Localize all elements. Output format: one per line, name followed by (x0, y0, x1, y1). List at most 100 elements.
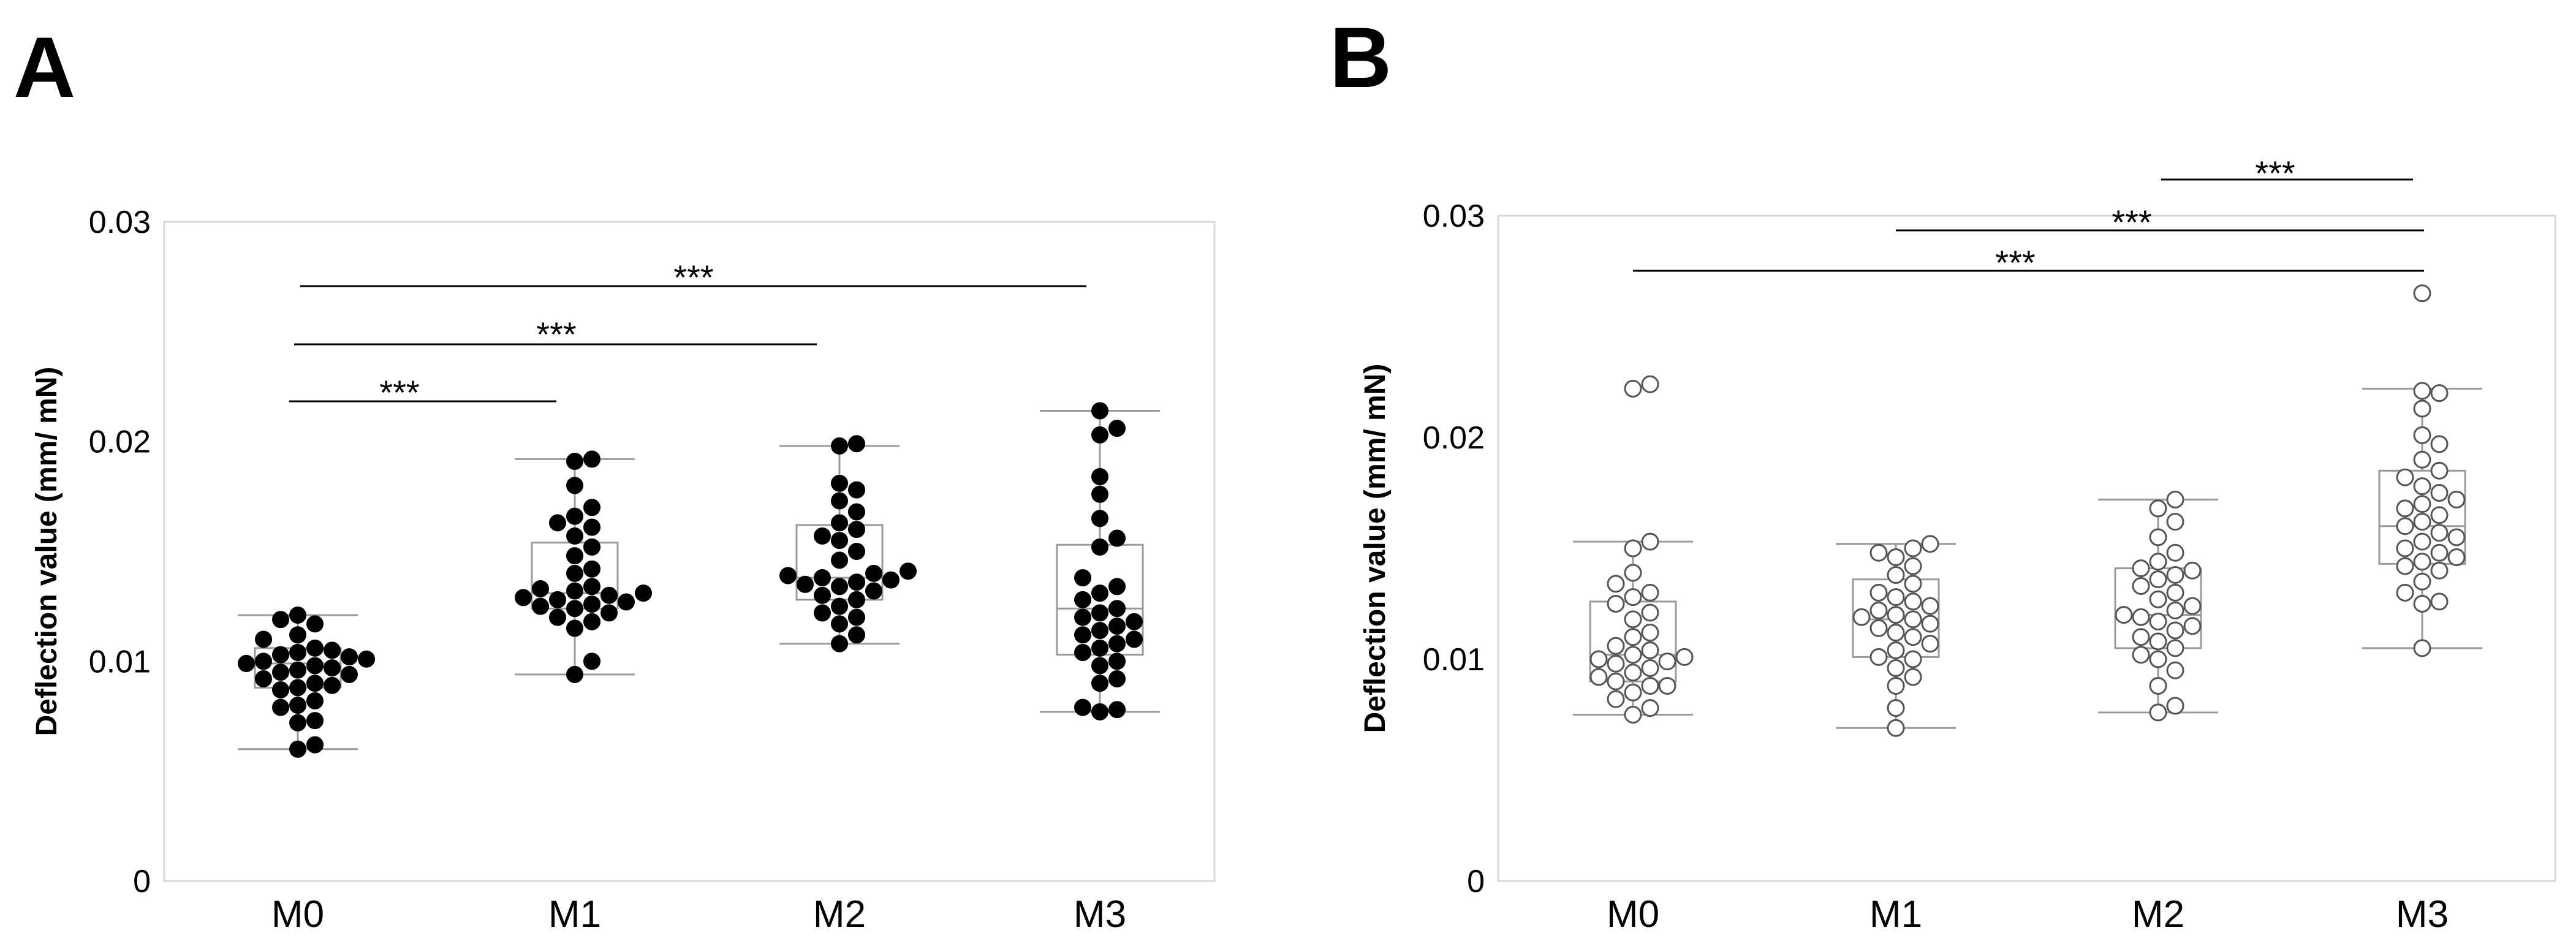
data-point (2149, 676, 2167, 695)
data-point (1589, 668, 1608, 686)
data-point (1904, 650, 1922, 668)
data-point (1624, 664, 1642, 682)
data-point (272, 611, 289, 629)
data-point (2430, 592, 2449, 611)
data-point (1091, 402, 1108, 420)
data-point (2132, 577, 2150, 596)
data-point (306, 692, 324, 709)
data-point (289, 626, 306, 644)
data-point (2396, 583, 2414, 602)
data-point (1624, 564, 1642, 582)
y-tick-label: 0 (133, 864, 151, 899)
data-point (1641, 583, 1659, 602)
data-point (566, 507, 583, 525)
data-point (1091, 468, 1108, 486)
y-tick-label: 0.02 (1423, 420, 1485, 456)
data-point (2413, 595, 2431, 613)
data-point (814, 586, 831, 604)
data-point (2413, 532, 2431, 551)
data-point (1091, 538, 1108, 556)
data-point (2132, 608, 2150, 626)
data-point (831, 492, 848, 510)
data-point (2430, 435, 2449, 453)
data-point (2149, 612, 2167, 630)
data-point (1887, 641, 1905, 660)
data-point (566, 477, 583, 494)
data-point (566, 564, 583, 582)
data-point (566, 547, 583, 565)
data-point (289, 679, 306, 697)
data-point (848, 626, 865, 644)
y-axis-label: Deflection value (mm/ mN) (31, 367, 63, 736)
data-point (1074, 569, 1091, 587)
data-point (1904, 575, 1922, 593)
data-point (515, 589, 532, 607)
significance-label: *** (2112, 203, 2151, 241)
data-point (583, 578, 600, 596)
data-point (1641, 676, 1659, 695)
data-point (1607, 595, 1625, 613)
data-point (2149, 632, 2167, 651)
data-point (2430, 484, 2449, 502)
data-point (2149, 703, 2167, 722)
data-point (272, 681, 289, 698)
data-point (1624, 610, 1642, 629)
data-point (1108, 617, 1126, 635)
data-point (1887, 606, 1905, 624)
data-point (306, 675, 324, 692)
data-point (566, 527, 583, 545)
data-point (814, 569, 831, 587)
data-point (2430, 506, 2449, 524)
data-point (2430, 543, 2449, 562)
data-point (779, 567, 797, 584)
data-point (1108, 635, 1126, 652)
data-point (255, 630, 272, 648)
data-point (882, 571, 900, 589)
data-point (1074, 626, 1091, 644)
data-point (831, 597, 848, 615)
data-point (831, 578, 848, 596)
y-tick-label: 0.01 (89, 644, 151, 679)
data-point (1869, 583, 1888, 602)
data-point (324, 659, 341, 677)
data-point (2413, 513, 2431, 531)
x-category-label: M0 (1607, 893, 1659, 936)
data-point (2413, 426, 2431, 444)
data-point (1887, 548, 1905, 566)
data-point (2430, 524, 2449, 542)
data-point (2132, 646, 2150, 664)
data-point (1091, 703, 1108, 721)
data-point (1869, 601, 1888, 619)
data-point (2183, 617, 2202, 635)
data-point (1091, 510, 1108, 528)
data-point (1074, 608, 1091, 626)
data-point (2166, 697, 2184, 715)
data-point (1869, 619, 1888, 637)
data-point (1641, 659, 1659, 677)
significance-label: *** (536, 315, 576, 354)
data-point (1108, 420, 1126, 437)
data-point (2396, 557, 2414, 575)
data-point (306, 712, 324, 730)
data-point (2413, 477, 2431, 496)
data-point (1108, 652, 1126, 670)
data-point (566, 452, 583, 470)
data-point (848, 481, 865, 499)
data-point (2396, 499, 2414, 518)
data-point (831, 635, 848, 652)
data-point (814, 527, 831, 545)
data-point (831, 474, 848, 492)
data-point (1091, 657, 1108, 675)
data-point (2149, 528, 2167, 547)
data-point (566, 600, 583, 618)
data-point (2166, 543, 2184, 562)
data-point (2183, 561, 2202, 580)
data-point (1641, 603, 1659, 622)
data-point (566, 665, 583, 683)
data-point (865, 582, 882, 600)
data-point (2183, 597, 2202, 615)
data-point (272, 664, 289, 681)
data-point (1658, 652, 1676, 671)
data-point (289, 643, 306, 661)
significance-label: *** (673, 258, 713, 297)
